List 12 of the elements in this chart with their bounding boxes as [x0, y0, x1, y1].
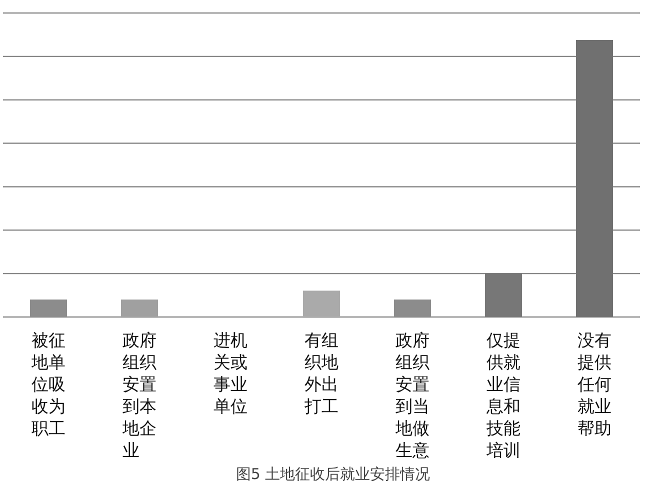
x-tick-label: 有组织地外出打工 [304, 330, 340, 418]
bar [303, 290, 340, 317]
bar [485, 273, 522, 317]
x-tick-label: 没有提供任何就业帮助 [578, 330, 612, 440]
x-tick-label: 进机关或事业单位 [214, 330, 248, 418]
x-tick-label: 政府组织安置到当地做生意 [396, 330, 430, 462]
x-tick-label: 政府组织安置到本地企业 [122, 330, 158, 462]
x-tick-label: 仅提供就业信息和技能培训 [486, 330, 522, 462]
x-tick-label: 被征地单位吸收为职工 [32, 330, 66, 440]
bar [121, 300, 158, 317]
bar [576, 40, 613, 317]
text: 图5 土地征收后就业安排情况 [234, 465, 432, 484]
